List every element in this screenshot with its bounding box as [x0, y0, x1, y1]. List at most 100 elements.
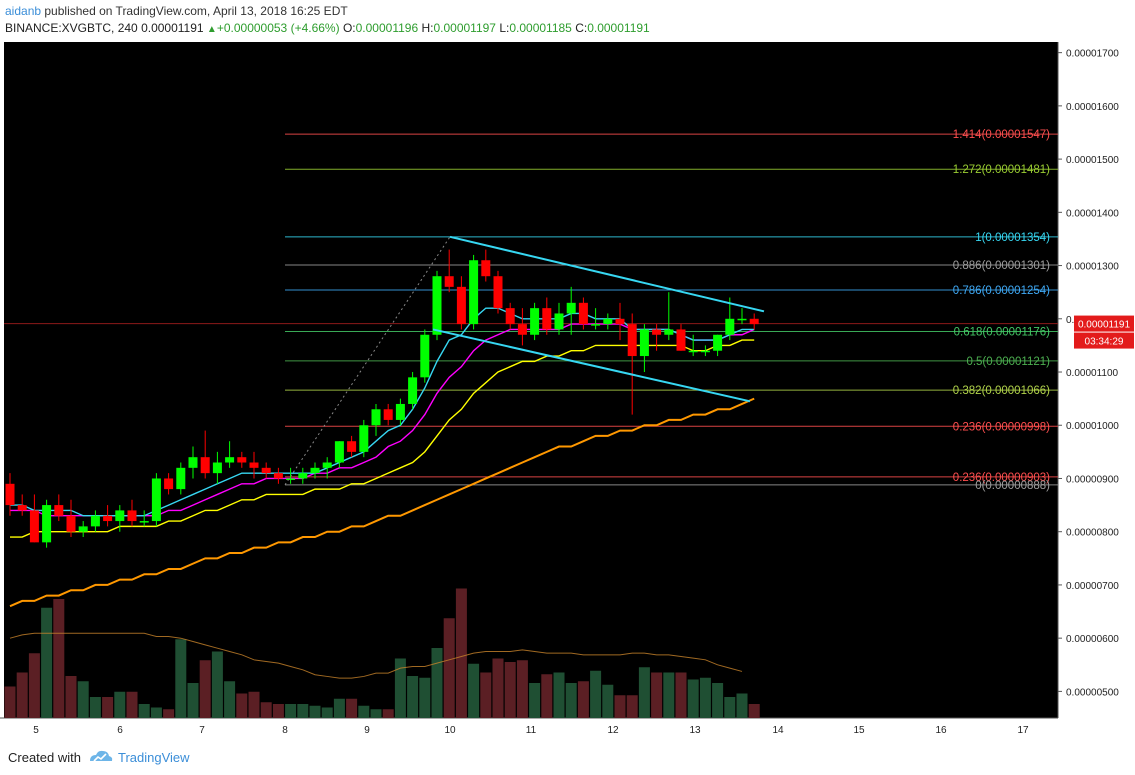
time-tick-label: 11 — [526, 725, 537, 736]
plot-background — [4, 42, 1058, 718]
candle-up[interactable] — [212, 462, 222, 474]
high-label: H: — [421, 21, 434, 35]
candle-up[interactable] — [688, 350, 698, 353]
candle-up[interactable] — [725, 318, 735, 335]
high-value: 0.00001197 — [433, 21, 496, 35]
candle-up[interactable] — [639, 329, 649, 357]
fib-level-label: 0.618(0.00001176) — [954, 327, 1051, 339]
price-tick-label: 0.00001000 — [1066, 421, 1119, 432]
candle-down[interactable] — [66, 515, 76, 532]
candle-down[interactable] — [749, 318, 759, 325]
fib-level-label: 1(0.00001354) — [975, 232, 1050, 244]
candle-down[interactable] — [29, 510, 39, 543]
candle-up[interactable] — [700, 350, 710, 353]
tradingview-brand[interactable]: TradingView — [118, 750, 190, 765]
author-link[interactable]: aidanb — [5, 4, 42, 18]
time-tick-label: 9 — [364, 725, 370, 736]
ema-long-line — [9, 397, 755, 608]
candle-up[interactable] — [151, 478, 161, 522]
candle-down[interactable] — [493, 276, 503, 309]
candle-up[interactable] — [78, 526, 88, 532]
candle-down[interactable] — [273, 473, 283, 479]
candle-down[interactable] — [578, 302, 588, 325]
candle-down[interactable] — [164, 478, 174, 490]
candle-up[interactable] — [371, 409, 381, 426]
candle-up[interactable] — [42, 505, 52, 543]
candle-up[interactable] — [737, 318, 747, 321]
volume-bar — [236, 693, 248, 718]
fib-level-label: 0.382(0.00001066) — [953, 385, 1050, 397]
close-value: 0.00001191 — [587, 21, 650, 35]
candle-up[interactable] — [554, 313, 564, 330]
candle-down[interactable] — [237, 457, 247, 463]
time-tick-label: 6 — [117, 725, 123, 736]
fib-level-label: 0.236(0.00000998) — [953, 421, 1050, 433]
candle-up[interactable] — [566, 302, 576, 314]
volume-bar — [394, 658, 406, 718]
candle-down[interactable] — [676, 329, 686, 351]
candle-up[interactable] — [115, 510, 125, 522]
candle-up[interactable] — [90, 515, 100, 527]
candle-down[interactable] — [542, 308, 552, 330]
fib-level-label: 0.886(0.00001301) — [953, 260, 1050, 272]
candle-down[interactable] — [517, 324, 527, 335]
symbol-label[interactable]: BINANCE:XVGBTC, 240 — [5, 21, 138, 35]
volume-bar — [138, 704, 150, 718]
candle-up[interactable] — [664, 329, 674, 335]
volume-bar — [407, 676, 419, 718]
candle-down[interactable] — [383, 409, 393, 420]
candle-down[interactable] — [5, 483, 15, 506]
candle-down[interactable] — [444, 276, 454, 287]
price-tick-label: 0.00001500 — [1066, 155, 1119, 166]
fib-level-label: 1.414(0.00001547) — [953, 129, 1050, 141]
candle-up[interactable] — [408, 377, 418, 404]
candle-up[interactable] — [188, 457, 198, 468]
volume-bar — [89, 697, 101, 718]
candle-up[interactable] — [420, 334, 430, 378]
fib-level-label: 1.272(0.00001481) — [953, 164, 1050, 176]
candle-down[interactable] — [261, 467, 271, 474]
upper-trendline[interactable] — [449, 235, 765, 313]
candle-up[interactable] — [139, 521, 149, 523]
volume-bar — [382, 709, 394, 718]
candle-down[interactable] — [54, 505, 64, 516]
candle-up[interactable] — [225, 457, 235, 463]
candle-down[interactable] — [481, 260, 491, 277]
candle-up[interactable] — [395, 403, 405, 420]
candle-down[interactable] — [103, 515, 113, 522]
candle-down[interactable] — [652, 329, 662, 335]
candle-up[interactable] — [298, 473, 308, 479]
chart-area[interactable]: 0.00001700 0.00001600 0.00001500 0.00001400… — [0, 42, 1135, 738]
volume-bar — [699, 677, 711, 718]
candle-down[interactable] — [627, 324, 637, 357]
candle-down[interactable] — [347, 441, 357, 452]
time-axis[interactable] — [0, 718, 1058, 738]
candle-down[interactable] — [17, 505, 27, 511]
price-tick-label: 0.00000700 — [1066, 581, 1119, 592]
tradingview-logo-icon[interactable] — [88, 747, 114, 767]
lower-trendline[interactable] — [432, 328, 751, 403]
candle-up[interactable] — [286, 478, 296, 480]
candle-up[interactable] — [359, 425, 369, 452]
candle-up[interactable] — [591, 324, 601, 326]
candle-up[interactable] — [530, 308, 540, 335]
candle-up[interactable] — [603, 318, 613, 325]
price-axis[interactable] — [1058, 42, 1135, 718]
candle-down[interactable] — [249, 462, 259, 468]
candle-down[interactable] — [456, 286, 466, 325]
candle-down[interactable] — [615, 318, 625, 325]
candle-up[interactable] — [432, 276, 442, 335]
candle-up[interactable] — [469, 260, 479, 325]
candle-up[interactable] — [322, 462, 332, 468]
candle-down[interactable] — [505, 308, 515, 325]
countdown-badge — [1074, 332, 1134, 349]
volume-bar — [565, 683, 577, 718]
candle-up[interactable] — [713, 334, 723, 351]
candle-down[interactable] — [127, 510, 137, 522]
candle-down[interactable] — [200, 457, 210, 474]
candle-up[interactable] — [176, 467, 186, 490]
volume-bar — [187, 683, 199, 718]
candle-up[interactable] — [334, 441, 344, 463]
candle-up[interactable] — [310, 467, 320, 474]
time-tick-label: 15 — [853, 725, 865, 736]
